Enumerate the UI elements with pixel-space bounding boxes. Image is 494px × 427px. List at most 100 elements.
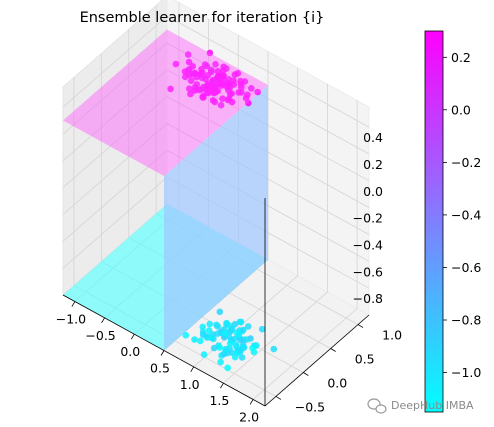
data-point [206, 86, 213, 94]
z-tick-label: −0.8 [353, 291, 383, 306]
data-point [182, 331, 190, 339]
data-point [228, 98, 236, 106]
data-point [199, 331, 207, 339]
x-tick-mark [190, 366, 195, 373]
colorbar-tick-label: −0.2 [451, 155, 481, 170]
data-point [222, 348, 229, 355]
data-point [238, 354, 246, 361]
data-point [245, 99, 252, 107]
colorbar-tick-label: −1.0 [451, 365, 481, 380]
x-tick-label: 0.0 [120, 344, 140, 359]
data-point [191, 336, 198, 343]
data-point [217, 358, 224, 366]
x-tick-label: 1.0 [180, 377, 200, 392]
data-point [237, 77, 244, 85]
y-tick-label: −0.5 [295, 399, 325, 414]
data-point [240, 344, 248, 351]
colorbar-tick-label: −0.8 [451, 313, 481, 328]
data-point [226, 340, 234, 348]
data-point [200, 351, 208, 358]
colorbar-gradient [424, 30, 444, 413]
watermark: DeepHub IMBA [367, 398, 474, 414]
x-tick-mark [130, 333, 135, 340]
data-point [238, 84, 245, 91]
high-value-surface [63, 29, 268, 176]
data-point [206, 320, 213, 328]
data-point [184, 51, 192, 58]
data-point [270, 345, 278, 353]
data-point [249, 344, 256, 352]
data-point [167, 85, 174, 93]
x-tick-mark [249, 399, 254, 405]
data-point [243, 336, 250, 343]
data-point [172, 60, 180, 68]
z-tick-label: −0.6 [353, 264, 383, 279]
grid-line-x [252, 100, 358, 400]
data-point [201, 61, 209, 68]
data-point [212, 61, 219, 68]
data-point [193, 81, 201, 88]
x-tick-label: −1.0 [56, 312, 86, 327]
data-point [186, 85, 193, 92]
data-point [235, 89, 242, 96]
data-point [199, 323, 206, 331]
colorbar-ticks: 0.2 0.0 −0.2 −0.4 −0.6 −0.8 −1.0 [443, 50, 481, 380]
data-point [231, 71, 239, 78]
colorbar [424, 30, 444, 413]
data-point [228, 90, 235, 97]
data-point [258, 325, 266, 333]
grid-line-z [62, 42, 370, 155]
grid-line-z [62, 96, 370, 208]
data-point [221, 330, 229, 337]
data-point [208, 66, 215, 74]
z-tick-label: −0.2 [353, 211, 383, 226]
chart-title: Ensemble learner for iteration {i} [80, 10, 325, 26]
x-tick-mark [71, 301, 76, 307]
data-point [185, 58, 193, 66]
x-tick-mark [101, 317, 105, 324]
wall-surface-plane [164, 85, 268, 351]
grid-line-x [223, 84, 328, 384]
data-point [205, 327, 213, 334]
grid-line-z [62, 15, 370, 128]
data-point [248, 85, 255, 92]
data-point [202, 75, 209, 83]
data-point [254, 88, 261, 96]
x-tick-mark [160, 350, 165, 356]
data-point [216, 308, 224, 316]
data-point [210, 344, 218, 352]
data-point [199, 69, 206, 77]
grid-line-z [62, 149, 370, 262]
colorbar-tick-label: −0.6 [451, 260, 481, 275]
x-tick-label: 2.0 [239, 410, 259, 425]
data-point [228, 325, 236, 332]
data-point [208, 334, 216, 342]
colorbar-tick-label: 0.0 [451, 102, 471, 117]
x-tick-label: 1.5 [209, 393, 229, 408]
y-tick-mark [275, 396, 282, 400]
data-point [240, 326, 247, 334]
data-points [167, 49, 278, 372]
data-point [211, 98, 219, 106]
y-tick-label: 1.0 [382, 328, 402, 343]
z-tick-label: 0.0 [363, 184, 383, 199]
data-point [236, 318, 244, 326]
y-axis-line [264, 314, 370, 407]
data-point [214, 68, 222, 75]
grid-line-z [62, 123, 370, 235]
data-point [233, 329, 241, 336]
split-wall-surface [164, 85, 268, 351]
x-tick-mark [220, 382, 224, 389]
data-point [211, 79, 219, 86]
colorbar-tick-label: −0.4 [451, 207, 481, 222]
data-point [230, 81, 238, 88]
tick-labels: −1.0−0.50.00.51.01.52.0−0.50.00.51.00.40… [56, 130, 402, 424]
grid-line-z [62, 69, 370, 182]
z-tick-label: −0.4 [353, 238, 383, 253]
data-point [211, 84, 219, 92]
y-tick-label: 0.5 [355, 352, 375, 367]
data-point [206, 49, 214, 57]
data-point [197, 337, 204, 345]
y-tick-mark [330, 348, 336, 352]
